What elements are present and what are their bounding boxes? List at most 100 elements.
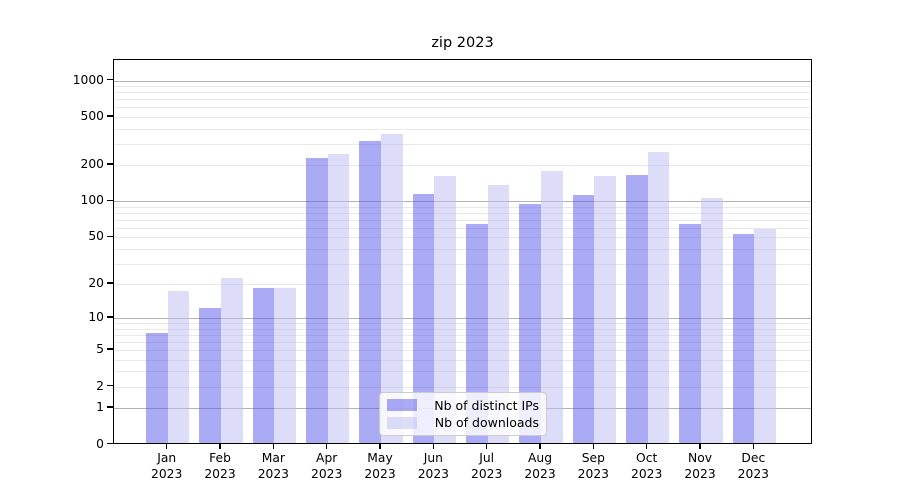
gridline-minor — [114, 386, 811, 388]
x-tick-label: Nov 2023 — [684, 451, 716, 481]
y-tick-mark — [107, 406, 113, 408]
gridline-minor — [114, 143, 811, 145]
x-tick-label: Oct 2023 — [631, 451, 663, 481]
y-tick-label: 500 — [80, 108, 104, 123]
y-tick-mark — [107, 163, 113, 165]
bar-distinct-ips — [359, 141, 381, 443]
bar-distinct-ips — [466, 223, 488, 443]
bar-downloads — [487, 184, 510, 443]
x-tick-mark — [219, 444, 221, 449]
x-tick-mark — [325, 444, 328, 449]
y-tick-label: 2 — [96, 378, 104, 393]
gridline-major — [114, 80, 811, 82]
bar-downloads — [327, 154, 350, 443]
chart-title: zip 2023 — [431, 35, 494, 51]
legend: Nb of distinct IPs Nb of downloads — [379, 392, 547, 436]
y-tick-mark — [107, 348, 113, 350]
bar-distinct-ips — [519, 204, 541, 443]
x-tick-mark — [752, 444, 755, 449]
bar-downloads — [221, 277, 243, 443]
bar-downloads — [541, 170, 563, 443]
y-tick-mark — [107, 282, 113, 284]
gridline-minor — [114, 359, 811, 361]
y-tick-label: 20 — [88, 276, 104, 291]
x-tick-mark — [699, 444, 701, 449]
gridline-minor — [114, 350, 811, 352]
bar-distinct-ips — [732, 233, 755, 443]
legend-swatch-distinct-ips — [387, 399, 417, 412]
gridline-major — [114, 318, 811, 320]
y-tick-label: 50 — [88, 229, 104, 244]
gridline-minor — [114, 334, 811, 336]
x-tick-mark — [645, 444, 648, 449]
gridline-minor — [114, 92, 811, 94]
gridline-minor — [114, 237, 811, 239]
y-tick-label: 10 — [88, 310, 104, 325]
gridline-minor — [114, 371, 811, 373]
gridline-minor — [114, 248, 811, 250]
bar-downloads — [594, 175, 616, 443]
bar-distinct-ips — [679, 223, 701, 443]
bar-downloads — [701, 198, 723, 443]
y-tick-mark — [107, 442, 113, 445]
gridline-minor — [114, 284, 811, 286]
bar-distinct-ips — [306, 158, 328, 443]
gridline-minor — [114, 107, 811, 109]
gridline-minor — [114, 99, 811, 101]
bar-downloads — [381, 134, 403, 443]
bar-distinct-ips — [626, 174, 648, 443]
x-tick-label: Dec 2023 — [737, 451, 769, 481]
x-tick-label: Jun 2023 — [417, 451, 449, 481]
x-tick-mark — [539, 444, 541, 449]
y-tick-mark — [107, 199, 113, 202]
gridline-major — [114, 201, 811, 203]
y-tick-mark — [107, 384, 113, 387]
gridline-minor — [114, 219, 811, 221]
x-tick-label: Apr 2023 — [311, 451, 343, 481]
bar-downloads — [647, 151, 670, 443]
bar-distinct-ips — [199, 307, 222, 443]
x-tick-mark — [592, 444, 595, 449]
y-tick-label: 100 — [80, 193, 104, 208]
x-tick-label: Mar 2023 — [257, 451, 289, 481]
gridline-minor — [114, 206, 811, 208]
x-tick-label: Jan 2023 — [151, 451, 183, 481]
plot-area — [113, 59, 812, 444]
y-tick-label: 1000 — [72, 72, 104, 87]
gridline-minor — [114, 165, 811, 167]
gridline-minor — [114, 86, 811, 88]
bar-downloads — [434, 175, 456, 443]
bar-downloads — [167, 290, 190, 443]
bar-distinct-ips — [146, 333, 168, 443]
legend-item-downloads: Nb of downloads — [387, 415, 539, 430]
x-tick-mark — [485, 444, 488, 449]
gridline-minor — [114, 341, 811, 343]
legend-item-distinct-ips: Nb of distinct IPs — [387, 398, 539, 413]
y-tick-mark — [107, 78, 113, 81]
legend-label-distinct-ips: Nb of distinct IPs — [434, 397, 539, 413]
y-tick-label: 200 — [80, 157, 104, 172]
x-tick-label: Feb 2023 — [204, 451, 236, 481]
x-tick-label: Jul 2023 — [471, 451, 503, 481]
y-tick-mark — [107, 235, 113, 238]
bar-downloads — [754, 229, 776, 443]
gridline-minor — [114, 128, 811, 130]
x-tick-label: Sep 2023 — [577, 451, 609, 481]
bar-distinct-ips — [572, 194, 595, 443]
bar-downloads — [274, 287, 296, 443]
y-tick-label: 5 — [96, 342, 104, 357]
x-tick-mark — [165, 444, 168, 449]
bar-distinct-ips — [252, 287, 275, 443]
x-tick-mark — [272, 444, 275, 449]
gridline-minor — [114, 323, 811, 325]
x-tick-mark — [379, 444, 381, 449]
gridline-minor — [114, 263, 811, 265]
y-tick-mark — [107, 316, 113, 318]
y-tick-label: 0 — [96, 436, 104, 451]
gridline-minor — [114, 328, 811, 330]
gridline-minor — [114, 116, 811, 118]
gridline-minor — [114, 227, 811, 229]
x-tick-label: May 2023 — [364, 451, 396, 481]
bar-distinct-ips — [412, 194, 435, 443]
